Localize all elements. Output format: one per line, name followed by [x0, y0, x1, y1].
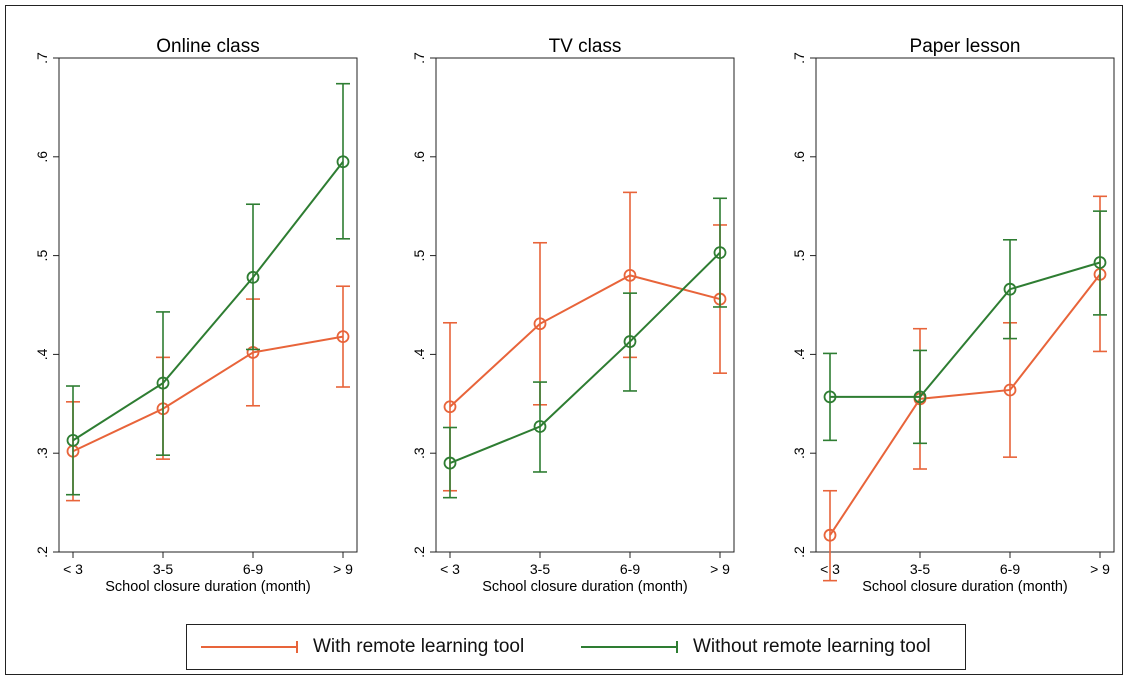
- y-tick-label: .5: [411, 250, 427, 262]
- data-point: [533, 317, 547, 331]
- data-point: [533, 420, 547, 433]
- x-tick-label: < 3: [63, 561, 83, 577]
- y-tick-label: .6: [34, 151, 50, 163]
- y-tick-label: .3: [791, 447, 807, 459]
- y-tick-label: .7: [411, 52, 427, 64]
- series-with-tool: [443, 191, 727, 492]
- series-line: [829, 273, 1101, 536]
- chart-panel-1: [53, 57, 358, 558]
- x-tick-label: 6-9: [243, 561, 263, 577]
- data-point: [443, 400, 457, 414]
- y-tick-label: .5: [791, 250, 807, 262]
- data-point: [913, 390, 927, 404]
- x-axis-label: School closure duration (month): [862, 579, 1068, 595]
- series-line: [449, 274, 721, 408]
- x-tick-label: 3-5: [153, 561, 173, 577]
- legend-swatch-without-tool: [581, 641, 678, 653]
- y-tick-label: .3: [34, 447, 50, 459]
- series-with-tool: [823, 195, 1107, 582]
- data-point: [623, 335, 637, 348]
- x-tick-label: 6-9: [1000, 561, 1020, 577]
- data-point: [443, 456, 457, 470]
- y-tick-label: .4: [791, 348, 807, 360]
- x-tick-label: > 9: [1090, 561, 1110, 577]
- data-point: [336, 330, 350, 344]
- y-tick-label: .2: [791, 546, 807, 558]
- x-tick-label: < 3: [820, 561, 840, 577]
- data-point: [823, 390, 837, 404]
- series-without-tool: [443, 197, 727, 499]
- data-point: [623, 268, 637, 282]
- data-point: [66, 433, 80, 447]
- x-axis-label: School closure duration (month): [482, 579, 688, 595]
- data-point: [713, 246, 727, 260]
- x-tick-label: 3-5: [910, 561, 930, 577]
- chart-panel-2: [430, 57, 735, 558]
- series-line: [449, 251, 721, 465]
- x-tick-label: > 9: [710, 561, 730, 577]
- x-tick-label: 3-5: [530, 561, 550, 577]
- data-point: [823, 528, 837, 542]
- series-with-tool: [66, 285, 350, 502]
- chart-title: TV class: [549, 36, 622, 57]
- chart-title: Paper lesson: [910, 36, 1021, 57]
- y-tick-label: .6: [411, 151, 427, 163]
- data-point: [1093, 256, 1107, 269]
- chart-title: Online class: [156, 36, 260, 57]
- data-point: [1003, 383, 1017, 397]
- y-tick-label: .7: [791, 52, 807, 64]
- chart-panel-3: [810, 57, 1115, 582]
- x-tick-label: < 3: [440, 561, 460, 577]
- legend-swatch-with-tool: [201, 641, 298, 653]
- series-line: [72, 161, 344, 442]
- series-line: [830, 261, 1101, 398]
- data-point: [246, 270, 260, 284]
- y-tick-label: .7: [34, 52, 50, 64]
- y-tick-label: .4: [411, 348, 427, 360]
- data-point: [156, 376, 170, 390]
- plot-area: [58, 57, 358, 553]
- y-tick-label: .2: [411, 546, 427, 558]
- figure-frame: Online class .2 .3 .4 .5 .6 .7 < 3 3-5 6-9 > 9 Scho…: [5, 5, 1123, 675]
- data-point: [336, 155, 350, 169]
- legend-item-without-tool: Without remote learning tool: [579, 625, 931, 669]
- y-tick-label: .3: [411, 447, 427, 459]
- x-axis-label: School closure duration (month): [105, 579, 311, 595]
- plot-area: [435, 57, 735, 553]
- y-tick-label: .2: [34, 546, 50, 558]
- y-tick-label: .4: [34, 348, 50, 360]
- legend-item-with-tool: With remote learning tool: [199, 625, 524, 669]
- plot-area: [815, 57, 1115, 553]
- x-tick-label: > 9: [333, 561, 353, 577]
- legend-label-with-tool: With remote learning tool: [313, 636, 525, 657]
- y-tick-label: .6: [791, 151, 807, 163]
- series-without-tool: [66, 82, 350, 496]
- x-tick-label: 6-9: [620, 561, 640, 577]
- legend-label-without-tool: Without remote learning tool: [693, 636, 931, 657]
- data-point: [1003, 282, 1017, 296]
- legend: With remote learning tool Without remote…: [186, 624, 966, 670]
- series-without-tool: [823, 210, 1107, 445]
- series-line: [72, 335, 344, 453]
- charts-canvas: Online class .2 .3 .4 .5 .6 .7 < 3 3-5 6-9 > 9 Scho…: [34, 36, 1115, 595]
- y-tick-label: .5: [34, 250, 50, 262]
